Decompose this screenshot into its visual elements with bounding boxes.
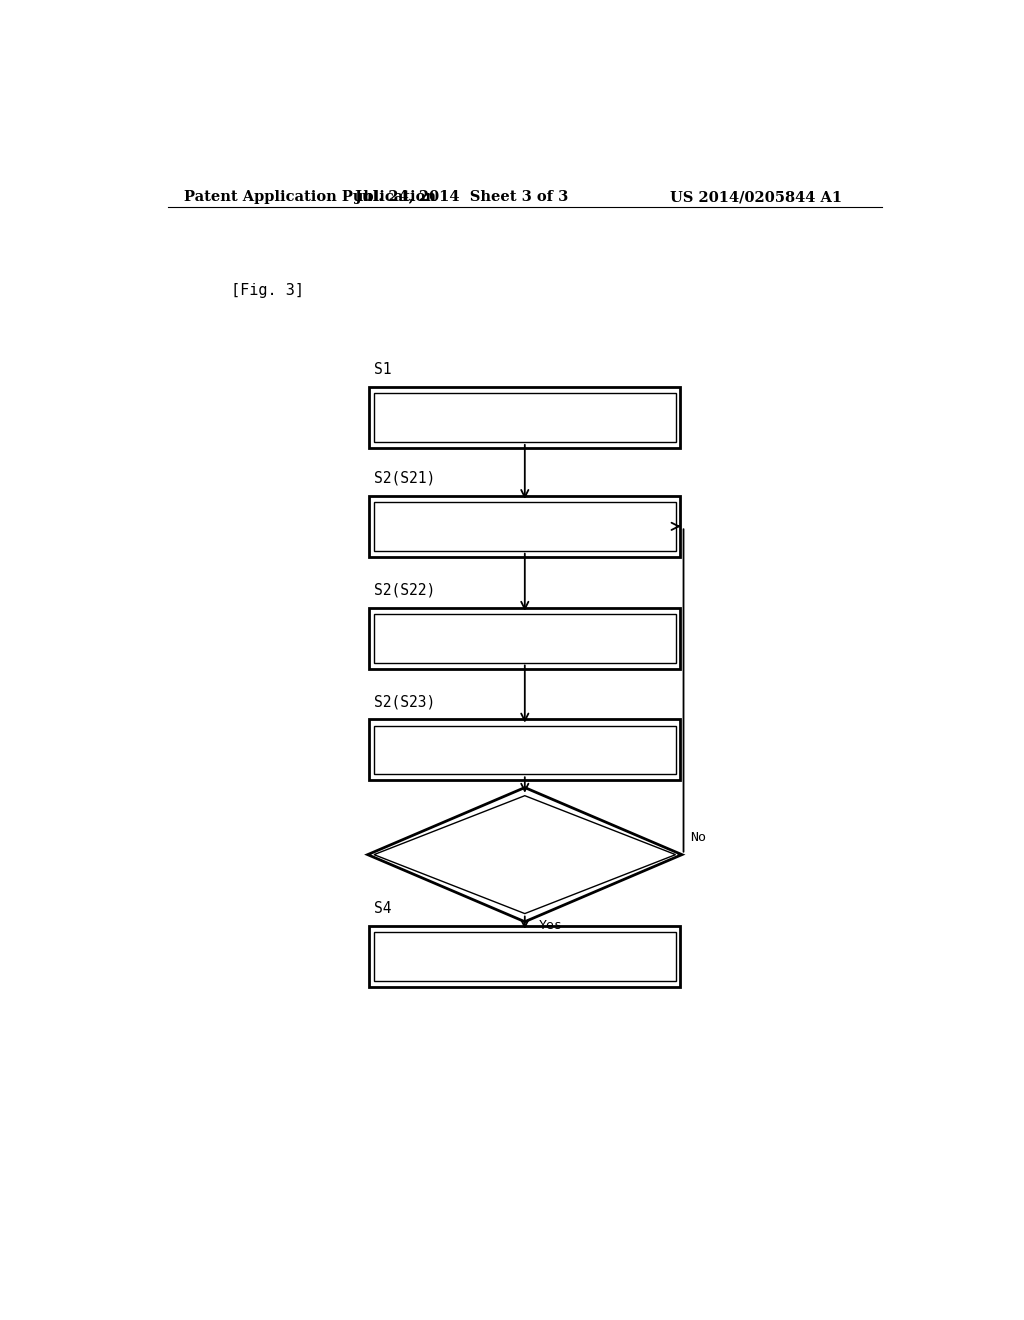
Bar	[370, 719, 680, 780]
Bar	[370, 925, 680, 987]
Bar	[370, 607, 680, 669]
Text: US 2014/0205844 A1: US 2014/0205844 A1	[670, 190, 842, 205]
Text: S2(S23): S2(S23)	[374, 694, 435, 709]
Text: SPUTTERING IN REGION 40: SPUTTERING IN REGION 40	[447, 634, 602, 643]
Text: Patent Application Publication: Patent Application Publication	[183, 190, 435, 205]
Text: No: No	[690, 832, 706, 845]
Text: PRELIMINARY PREPARATION OF FILM FORMATION: PRELIMINARY PREPARATION OF FILM FORMATIO…	[386, 413, 664, 422]
Bar	[374, 726, 676, 775]
Bar	[370, 387, 680, 447]
Bar	[374, 932, 676, 981]
Text: INTENDED FILM THICKNESS?: INTENDED FILM THICKNESS?	[443, 850, 606, 859]
Bar	[374, 502, 676, 550]
Text: S2(S21): S2(S21)	[374, 471, 435, 486]
Text: [Fig. 3]: [Fig. 3]	[231, 282, 304, 298]
Text: S1: S1	[374, 362, 391, 378]
Text: Yes: Yes	[539, 919, 563, 932]
Bar	[374, 614, 676, 663]
Text: Jul. 24, 2014  Sheet 3 of 3: Jul. 24, 2014 Sheet 3 of 3	[354, 190, 568, 205]
Text: SPUTTERING IN REGION 20: SPUTTERING IN REGION 20	[447, 521, 602, 532]
Polygon shape	[368, 788, 682, 921]
Text: COMPLETION OF FILM FORMATION: COMPLETION OF FILM FORMATION	[430, 952, 620, 961]
Text: S2(S22): S2(S22)	[374, 582, 435, 598]
Text: PLASMA EXPOSURE IN REGION 60: PLASMA EXPOSURE IN REGION 60	[430, 744, 620, 755]
Text: S3: S3	[374, 763, 391, 777]
Text: S4: S4	[374, 900, 391, 916]
Bar	[374, 393, 676, 442]
Bar	[370, 496, 680, 557]
Polygon shape	[374, 796, 676, 913]
